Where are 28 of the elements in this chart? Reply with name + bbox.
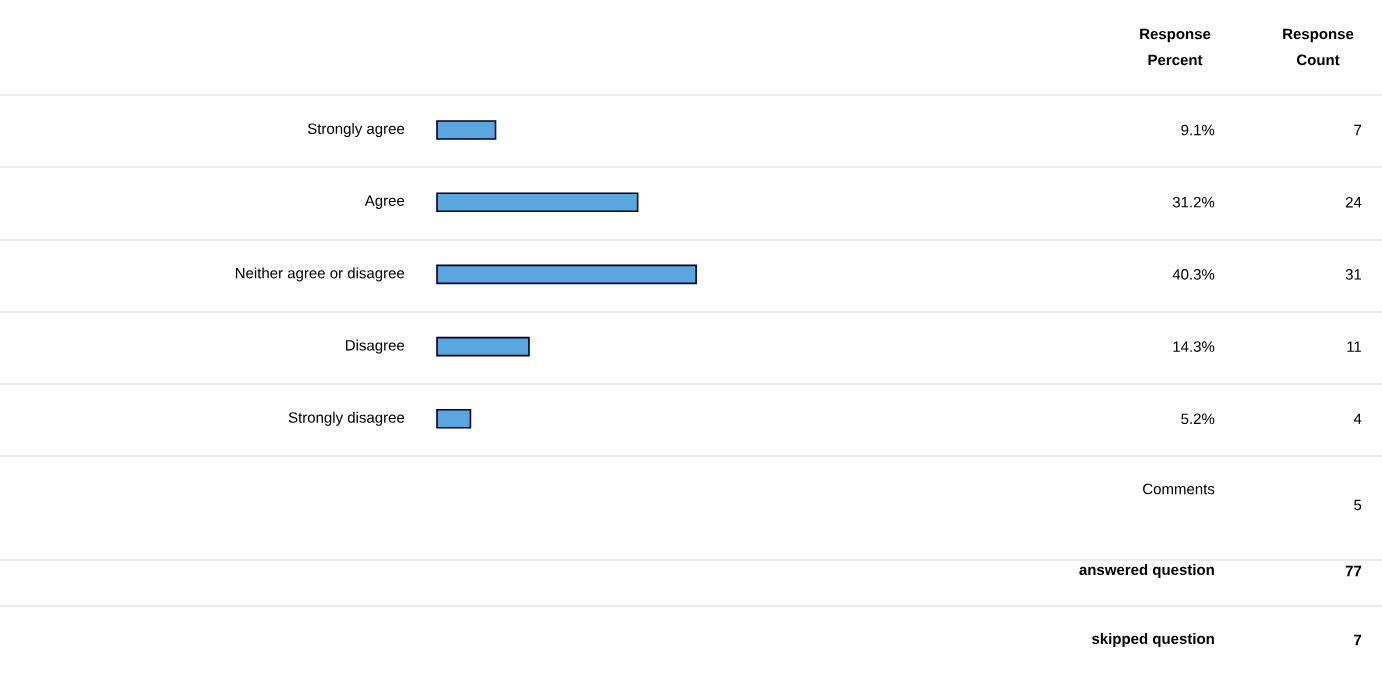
bar (436, 336, 530, 357)
text: answered question (1079, 564, 1214, 578)
text: 11 (1347, 341, 1362, 352)
text: skipped question (1092, 633, 1214, 647)
text: 24 (1345, 196, 1362, 208)
data-label: 31.2% (1172, 196, 1215, 208)
text: Comments (1143, 483, 1215, 495)
y-tick-label: Strongly agree (307, 122, 405, 137)
data-label: 5.2% (1181, 413, 1215, 425)
data-label: 9.1% (1181, 124, 1215, 136)
text: 31 (1345, 269, 1362, 280)
text: Response Percent (1140, 28, 1211, 66)
text: 77 (1345, 565, 1362, 577)
data-label: 40.3% (1172, 269, 1215, 280)
y-tick-label: Disagree (346, 339, 405, 354)
text: Response Count (1283, 28, 1354, 66)
text: 4 (1353, 413, 1362, 424)
bar (436, 120, 497, 140)
text: 7 (1354, 124, 1362, 136)
bar (436, 192, 639, 212)
text: 7 (1354, 634, 1362, 646)
bar (436, 408, 472, 429)
bar (436, 264, 697, 285)
y-tick-label: Agree (364, 195, 405, 209)
y-tick-label: Neither agree or disagree (235, 267, 405, 282)
data-label: 14.3% (1173, 341, 1215, 352)
y-tick-label: Strongly disagree (288, 411, 405, 426)
text: 5 (1354, 499, 1362, 511)
